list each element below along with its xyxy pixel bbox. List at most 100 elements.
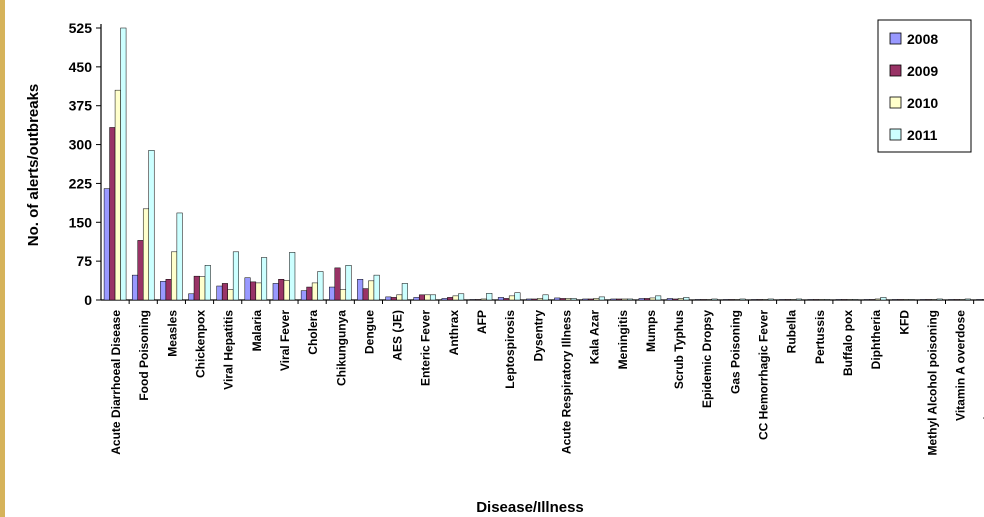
- bar-2009: [109, 127, 116, 301]
- chart-axes: [96, 24, 984, 304]
- bar-2008: [863, 299, 870, 301]
- y-tick-label: 0: [84, 292, 92, 308]
- bar-2009: [756, 299, 763, 301]
- legend-label-2011: 2011: [907, 127, 938, 143]
- bar-2009: [137, 240, 144, 301]
- bar-2009: [897, 299, 904, 301]
- bar-2011: [289, 252, 296, 301]
- x-tick-label: Sub Cutaneous Worm: [982, 310, 984, 435]
- bar-2010: [762, 299, 769, 301]
- chart-bars: [103, 27, 984, 301]
- bar-2008: [582, 298, 589, 301]
- bar-2010: [340, 289, 347, 301]
- bar-2011: [655, 295, 662, 301]
- x-tick-label: Buffalo pox: [841, 310, 855, 376]
- bar-2009: [813, 299, 820, 301]
- legend-swatch-2008: [889, 32, 902, 45]
- x-tick-label: AFP: [475, 310, 489, 334]
- bar-2011: [317, 271, 324, 301]
- bar-2010: [565, 298, 572, 301]
- bar-2010: [396, 294, 403, 301]
- bar-2008: [272, 283, 279, 301]
- bar-2009: [925, 299, 932, 301]
- x-tick-label: Leptospirosis: [503, 310, 517, 389]
- bar-2010: [368, 280, 375, 301]
- bar-2010: [931, 299, 938, 301]
- bar-2009: [165, 279, 172, 301]
- x-tick-label: Food Poisoning: [137, 310, 151, 401]
- x-tick-label: Kala Azar: [588, 310, 602, 365]
- bar-2009: [531, 298, 538, 301]
- bar-2008: [835, 299, 842, 301]
- bar-2010: [255, 282, 262, 301]
- y-tick-label: 450: [69, 59, 93, 75]
- bar-2009: [250, 281, 257, 301]
- bar-2009: [390, 297, 397, 301]
- legend-swatch-2009: [889, 64, 902, 77]
- x-tick-label: CC Hemorrhagic Fever: [757, 310, 771, 440]
- bar-2009: [672, 298, 679, 301]
- bar-2011: [232, 251, 239, 301]
- bar-2008: [554, 297, 561, 301]
- x-tick-label: Acute Diarrhoeal Disease: [109, 310, 123, 455]
- x-tick-label: Vitamin A overdose: [954, 310, 968, 421]
- bar-2011: [345, 265, 352, 301]
- bar-2011: [852, 299, 859, 301]
- x-tick-label: Enteric Fever: [419, 310, 433, 386]
- bar-2010: [593, 298, 600, 301]
- bar-2009: [418, 294, 425, 301]
- x-axis-label: Disease/Illness: [476, 499, 584, 516]
- bar-2010: [705, 299, 712, 301]
- bar-2009: [953, 299, 960, 301]
- x-tick-label: Malaria: [250, 310, 264, 352]
- bar-2008: [779, 299, 786, 301]
- bar-2009: [841, 299, 848, 301]
- bar-2009: [475, 299, 482, 301]
- bar-2009: [334, 267, 341, 301]
- bar-2011: [880, 297, 887, 301]
- bar-2011: [598, 296, 605, 301]
- bar-2011: [627, 298, 634, 301]
- bar-2011: [767, 298, 774, 301]
- bar-2008: [300, 290, 307, 301]
- legend-swatch-2011: [889, 128, 902, 141]
- bar-2008: [666, 298, 673, 301]
- bar-2010: [818, 299, 825, 301]
- y-tick-label: 150: [69, 214, 93, 230]
- bar-2010: [903, 299, 910, 301]
- bar-2011: [964, 298, 971, 301]
- bar-2010: [537, 298, 544, 301]
- bar-2008: [385, 296, 392, 301]
- bar-2008: [723, 299, 730, 301]
- x-tick-label: AES (JE): [391, 310, 405, 361]
- y-axis-label: No. of alerts/outbreaks: [25, 84, 42, 247]
- bar-2011: [261, 257, 268, 301]
- legend-swatch-2010: [889, 96, 902, 109]
- bar-2009: [644, 298, 651, 301]
- x-tick-label: Viral Hepatitis: [222, 310, 236, 390]
- bar-2008: [103, 188, 110, 301]
- bar-2010: [480, 298, 487, 301]
- bar-2008: [441, 298, 448, 301]
- x-tick-labels: Acute Diarrhoeal Disease Food Poisoning Me…: [109, 310, 984, 456]
- bar-2011: [176, 212, 183, 301]
- x-tick-label: Rubella: [785, 310, 799, 354]
- x-tick-label: Chikungunya: [334, 310, 348, 386]
- bar-2009: [587, 298, 594, 301]
- bar-2009: [981, 299, 984, 301]
- bar-2009: [503, 298, 510, 301]
- bar-2008: [526, 298, 533, 301]
- bar-2009: [362, 288, 369, 301]
- bar-2008: [357, 279, 364, 301]
- bar-2008: [497, 297, 504, 301]
- bar-2011: [514, 292, 521, 301]
- bar-2010: [142, 208, 149, 301]
- x-tick-label: Dysentry: [531, 310, 545, 362]
- bar-2010: [508, 295, 515, 301]
- x-tick-label: Viral Fever: [278, 310, 292, 371]
- bar-2008: [976, 299, 983, 301]
- bar-2008: [610, 298, 617, 301]
- bar-2008: [216, 285, 223, 301]
- bar-2009: [869, 299, 876, 301]
- x-tick-label: Dengue: [362, 310, 376, 354]
